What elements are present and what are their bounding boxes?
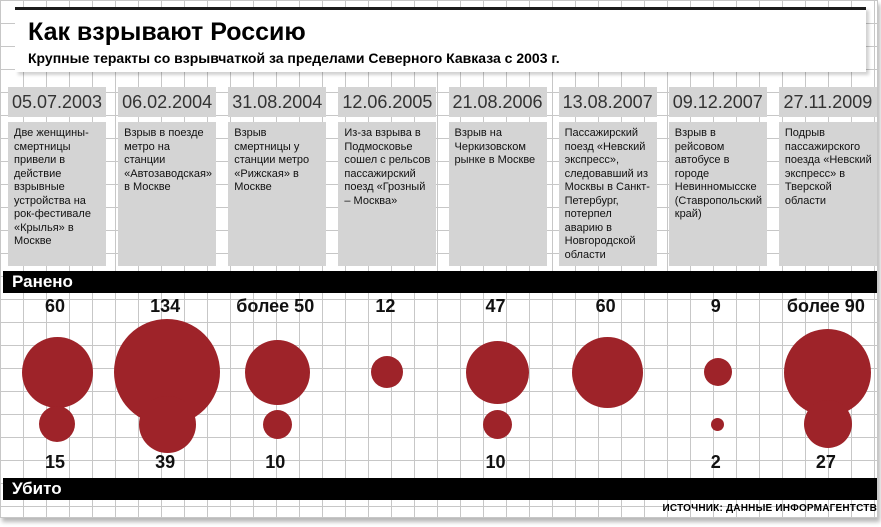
event-description: Взрыв в поезде метро на станции «Автозав…: [118, 122, 217, 266]
killed-count-label: 27: [815, 452, 836, 472]
wounded-count-label: более 50: [236, 296, 315, 316]
event-column: 06.02.2004 Взрыв в поезде метро на станци…: [110, 0, 221, 527]
killed-count-label: 15: [44, 452, 66, 472]
date-label: 13.08.2007: [558, 87, 657, 117]
event-description: Пассажирский поезд «Невский экспресс», с…: [558, 122, 657, 266]
date-label: 12.06.2005: [338, 87, 437, 117]
event-description: Взрыв на Черкизовском рынке в Москве: [448, 122, 547, 266]
wounded-bubble: [371, 356, 404, 388]
killed-bubble: [138, 395, 196, 453]
wounded-count-label: 60: [595, 296, 616, 316]
page-subtitle: Крупные теракты со взрывчаткой за предел…: [28, 50, 560, 66]
event-column: 05.07.2003 Две женщины-смертницы привели …: [0, 0, 110, 527]
event-description: Взрыв смертницы у станции метро «Рижская…: [228, 122, 327, 266]
killed-bubble: [711, 417, 725, 431]
wounded-bubble: [572, 336, 644, 408]
date-label: 31.08.2004: [228, 87, 327, 117]
title-card: Как взрывают Россию Крупные теракты со в…: [15, 7, 866, 72]
killed-count-label: 39: [155, 452, 176, 472]
source-note: ИСТОЧНИК: ДАННЫЕ ИНФОРМАГЕНТСТВ: [662, 503, 877, 514]
wounded-count-label: 9: [710, 296, 721, 316]
killed-band-label: Убито: [12, 479, 62, 498]
killed-bubble: [39, 406, 75, 442]
killed-bubble: [803, 400, 852, 448]
date-label: 06.02.2004: [118, 87, 217, 117]
event-column: 09.12.2007 Взрыв в рейсовом автобусе в го…: [661, 0, 771, 527]
event-column: 13.08.2007 Пассажирский поезд «Невский эк…: [551, 0, 661, 527]
event-description: Взрыв в рейсовом автобусе в городе Невин…: [668, 122, 767, 266]
page-title: Как взрывают Россию: [28, 18, 306, 46]
wounded-band: Ранено: [3, 271, 877, 293]
killed-count-label: 10: [485, 452, 506, 472]
wounded-bubble: [703, 358, 732, 386]
event-column: 21.08.2006 Взрыв на Черкизовском рынке в …: [441, 0, 551, 527]
event-column: 12.06.2005 Из-за взрыва в Подмосковье сош…: [330, 0, 440, 527]
event-description: Подрыв пассажирского поезда «Невский экс…: [778, 122, 877, 266]
wounded-count-label: 60: [44, 296, 66, 316]
date-label: 05.07.2003: [8, 87, 106, 117]
killed-count-label: 10: [265, 452, 286, 472]
killed-bubble: [262, 409, 292, 439]
wounded-count-label: более 90: [786, 296, 865, 316]
killed-band: Убито: [3, 478, 877, 500]
wounded-bubble: [21, 336, 93, 408]
wounded-count-label: 134: [150, 296, 181, 316]
wounded-band-label: Ранено: [12, 272, 73, 291]
date-label: 21.08.2006: [448, 87, 547, 117]
event-column: 27.11.2009 Подрыв пассажирского поезда «Н…: [771, 0, 881, 527]
event-column: 31.08.2004 Взрыв смертницы у станции метр…: [220, 0, 330, 527]
date-label: 09.12.2007: [668, 87, 767, 117]
killed-count-label: 2: [710, 452, 721, 472]
wounded-count-label: 47: [485, 296, 506, 316]
date-label: 27.11.2009: [778, 87, 877, 117]
wounded-count-label: 12: [375, 296, 396, 316]
event-description: Из-за взрыва в Подмосковье сошел с рельс…: [338, 122, 437, 266]
event-description: Две женщины-смертницы привели в действие…: [8, 122, 106, 266]
killed-bubble: [483, 409, 512, 439]
wounded-bubble: [244, 339, 310, 405]
wounded-bubble: [466, 340, 529, 404]
